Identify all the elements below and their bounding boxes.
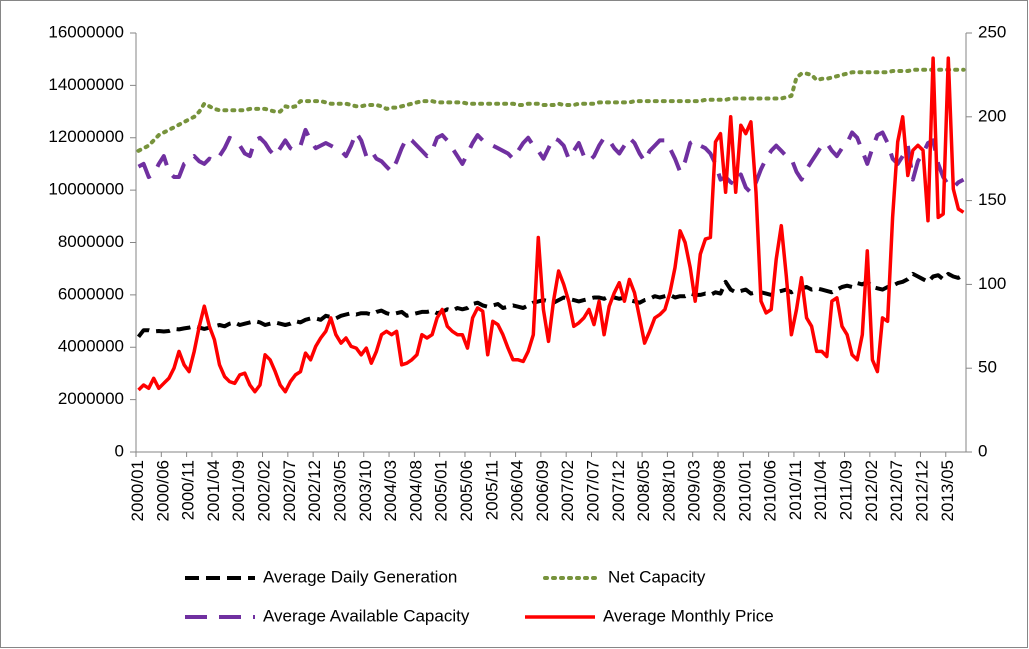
y-tick-label: 10000000 [48, 180, 124, 199]
legend-label: Average Daily Generation [263, 567, 457, 586]
y2-tick-label: 50 [978, 358, 997, 377]
y-tick-label: 8000000 [58, 232, 124, 251]
x-tick-label: 2007/12 [609, 460, 628, 521]
x-tick-label: 2010/11 [786, 460, 805, 520]
y2-tick-label: 200 [978, 106, 1006, 125]
legend-label: Average Available Capacity [263, 606, 470, 625]
x-tick-label: 2011/09 [837, 460, 856, 520]
x-tick-label: 2006/04 [508, 460, 527, 521]
x-tick-label: 2002/12 [305, 460, 324, 521]
x-tick-label: 2001/04 [204, 460, 223, 521]
y-tick-label: 12000000 [48, 127, 124, 146]
series-line [137, 56, 965, 394]
x-tick-label: 2002/02 [255, 460, 274, 521]
series-line [136, 271, 965, 339]
x-tick-label: 2012/07 [887, 460, 906, 521]
y2-tick-label: 0 [978, 441, 987, 460]
y-tick-label: 14000000 [48, 75, 124, 94]
x-tick-label: 2004/08 [406, 460, 425, 521]
y-tick-label: 16000000 [48, 22, 124, 41]
x-tick-label: 2005/06 [457, 460, 476, 521]
y-tick-label: 4000000 [58, 337, 124, 356]
y-tick-label: 0 [115, 441, 124, 460]
x-tick-label: 2011/04 [811, 460, 830, 520]
x-tick-label: 2007/02 [558, 460, 577, 521]
y2-tick-label: 250 [978, 22, 1006, 41]
x-tick-label: 2005/11 [482, 460, 501, 520]
x-tick-label: 2009/08 [710, 460, 729, 521]
x-tick-label: 2008/10 [659, 460, 678, 521]
legend-label: Net Capacity [608, 567, 706, 586]
x-tick-label: 2000/01 [128, 460, 147, 521]
x-tick-label: 2012/02 [862, 460, 881, 521]
x-tick-label: 2000/06 [153, 460, 172, 521]
x-tick-label: 2010/06 [761, 460, 780, 521]
y-tick-label: 6000000 [58, 284, 124, 303]
x-tick-label: 2001/09 [229, 460, 248, 521]
x-tick-label: 2008/05 [634, 460, 653, 521]
x-tick-label: 2007/07 [584, 460, 603, 521]
x-tick-label: 2013/05 [938, 460, 957, 521]
x-tick-label: 2006/09 [533, 460, 552, 521]
legend-label: Average Monthly Price [603, 606, 774, 625]
x-tick-label: 2003/05 [330, 460, 349, 521]
x-tick-label: 2010/01 [735, 460, 754, 521]
y-tick-label: 2000000 [58, 389, 124, 408]
y2-tick-label: 150 [978, 190, 1006, 209]
y2-tick-label: 100 [978, 274, 1006, 293]
series-line [136, 67, 966, 153]
x-tick-label: 2002/07 [280, 460, 299, 521]
x-tick-label: 2012/12 [912, 460, 931, 521]
x-tick-label: 2009/03 [685, 460, 704, 521]
x-tick-label: 2003/10 [356, 460, 375, 521]
x-tick-label: 2000/11 [179, 460, 198, 520]
x-tick-label: 2004/03 [381, 460, 400, 521]
x-tick-label: 2005/01 [432, 460, 451, 521]
